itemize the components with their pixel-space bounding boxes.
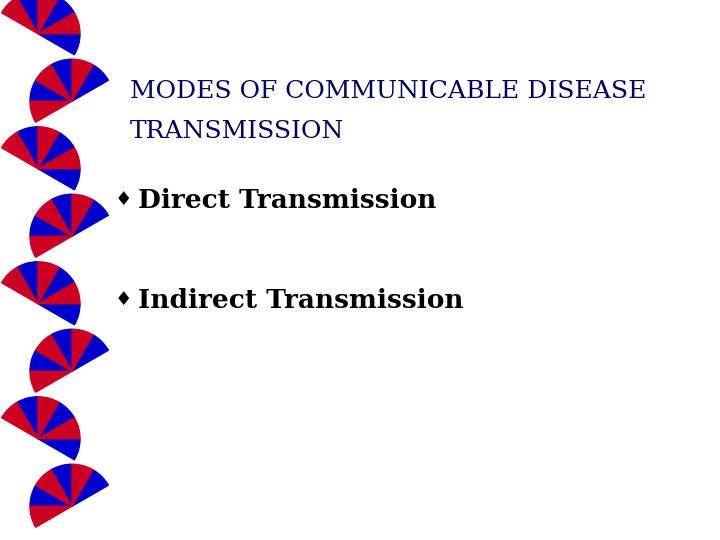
Wedge shape xyxy=(35,200,72,237)
Wedge shape xyxy=(51,59,72,102)
Text: Direct Transmission: Direct Transmission xyxy=(138,187,436,213)
Wedge shape xyxy=(30,372,72,392)
Wedge shape xyxy=(38,33,80,55)
Wedge shape xyxy=(38,438,80,460)
Wedge shape xyxy=(38,303,80,325)
Wedge shape xyxy=(35,65,72,102)
Wedge shape xyxy=(17,127,38,168)
Wedge shape xyxy=(38,127,59,168)
Wedge shape xyxy=(17,262,38,303)
Wedge shape xyxy=(38,0,74,33)
Wedge shape xyxy=(35,335,72,372)
Text: Indirect Transmission: Indirect Transmission xyxy=(138,287,464,313)
Wedge shape xyxy=(51,194,72,237)
Wedge shape xyxy=(30,215,72,237)
Wedge shape xyxy=(72,329,93,372)
Wedge shape xyxy=(38,148,80,168)
Wedge shape xyxy=(72,464,93,507)
Wedge shape xyxy=(30,237,72,257)
Wedge shape xyxy=(72,59,93,102)
Text: ♦: ♦ xyxy=(115,191,132,209)
Wedge shape xyxy=(30,102,72,122)
Text: MODES OF COMMUNICABLE DISEASE: MODES OF COMMUNICABLE DISEASE xyxy=(130,80,647,103)
Wedge shape xyxy=(38,262,59,303)
Wedge shape xyxy=(38,397,59,438)
Wedge shape xyxy=(1,267,38,303)
Wedge shape xyxy=(38,13,80,33)
Wedge shape xyxy=(17,0,38,33)
Wedge shape xyxy=(35,470,72,507)
Wedge shape xyxy=(38,168,80,190)
Wedge shape xyxy=(51,329,72,372)
Wedge shape xyxy=(30,507,72,527)
Text: ♦: ♦ xyxy=(115,291,132,309)
Wedge shape xyxy=(72,194,93,237)
Text: TRANSMISSION: TRANSMISSION xyxy=(130,120,344,143)
Wedge shape xyxy=(1,0,38,33)
Wedge shape xyxy=(72,200,109,237)
Wedge shape xyxy=(30,80,72,102)
Wedge shape xyxy=(38,132,74,168)
Wedge shape xyxy=(72,470,109,507)
Wedge shape xyxy=(30,350,72,372)
Wedge shape xyxy=(38,283,80,303)
Wedge shape xyxy=(1,402,38,438)
Wedge shape xyxy=(38,418,80,438)
Wedge shape xyxy=(38,0,59,33)
Wedge shape xyxy=(72,65,109,102)
Wedge shape xyxy=(30,485,72,507)
Wedge shape xyxy=(38,267,74,303)
Wedge shape xyxy=(17,397,38,438)
Wedge shape xyxy=(38,402,74,438)
Wedge shape xyxy=(72,335,109,372)
Wedge shape xyxy=(1,132,38,168)
Wedge shape xyxy=(51,464,72,507)
